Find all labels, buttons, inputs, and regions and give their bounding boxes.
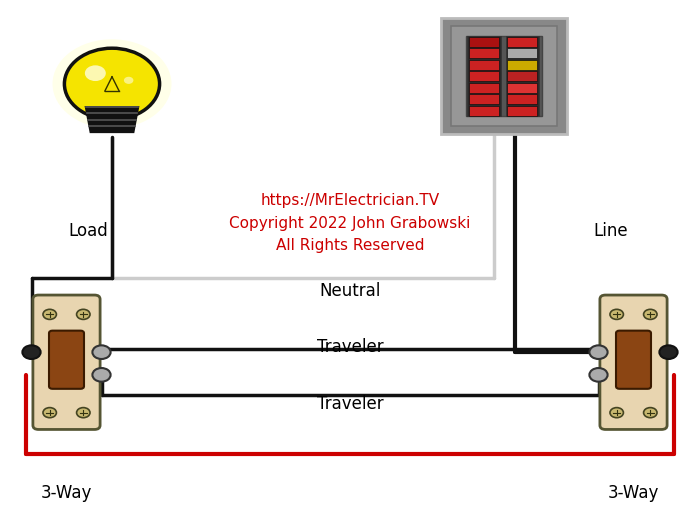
Circle shape xyxy=(85,65,106,81)
FancyBboxPatch shape xyxy=(508,71,537,81)
FancyBboxPatch shape xyxy=(600,295,667,429)
FancyBboxPatch shape xyxy=(505,36,539,116)
Text: Neutral: Neutral xyxy=(319,282,381,300)
Circle shape xyxy=(22,345,41,359)
FancyBboxPatch shape xyxy=(469,60,498,70)
Text: 3-Way: 3-Way xyxy=(41,485,92,502)
Circle shape xyxy=(589,345,608,359)
Text: https://MrElectrician.TV
Copyright 2022 John Grabowski
All Rights Reserved: https://MrElectrician.TV Copyright 2022 … xyxy=(230,193,470,254)
Circle shape xyxy=(610,309,624,319)
Circle shape xyxy=(76,407,90,418)
FancyBboxPatch shape xyxy=(469,48,498,58)
FancyBboxPatch shape xyxy=(508,60,537,70)
FancyBboxPatch shape xyxy=(451,26,557,127)
FancyBboxPatch shape xyxy=(466,36,542,116)
Circle shape xyxy=(659,345,678,359)
FancyBboxPatch shape xyxy=(33,295,100,429)
Circle shape xyxy=(643,407,657,418)
Circle shape xyxy=(64,48,160,120)
FancyBboxPatch shape xyxy=(49,331,84,389)
FancyBboxPatch shape xyxy=(469,37,498,47)
Circle shape xyxy=(76,309,90,319)
FancyBboxPatch shape xyxy=(508,94,537,104)
FancyBboxPatch shape xyxy=(508,37,537,47)
FancyBboxPatch shape xyxy=(441,18,567,134)
Circle shape xyxy=(52,39,172,129)
FancyBboxPatch shape xyxy=(469,82,498,93)
FancyBboxPatch shape xyxy=(508,82,537,93)
FancyBboxPatch shape xyxy=(508,48,537,58)
FancyBboxPatch shape xyxy=(469,106,498,116)
Circle shape xyxy=(610,407,624,418)
FancyBboxPatch shape xyxy=(469,71,498,81)
Text: Load: Load xyxy=(69,222,108,240)
Circle shape xyxy=(643,309,657,319)
Circle shape xyxy=(124,77,134,84)
Circle shape xyxy=(589,368,608,382)
Text: Traveler: Traveler xyxy=(316,395,384,413)
Text: 3-Way: 3-Way xyxy=(608,485,659,502)
Text: Traveler: Traveler xyxy=(316,338,384,355)
Circle shape xyxy=(92,368,111,382)
Circle shape xyxy=(92,345,111,359)
FancyBboxPatch shape xyxy=(468,36,501,116)
Polygon shape xyxy=(86,107,138,132)
Circle shape xyxy=(43,407,57,418)
FancyBboxPatch shape xyxy=(616,331,651,389)
Text: Line: Line xyxy=(594,222,628,240)
FancyBboxPatch shape xyxy=(469,94,498,104)
Circle shape xyxy=(43,309,57,319)
FancyBboxPatch shape xyxy=(508,106,537,116)
